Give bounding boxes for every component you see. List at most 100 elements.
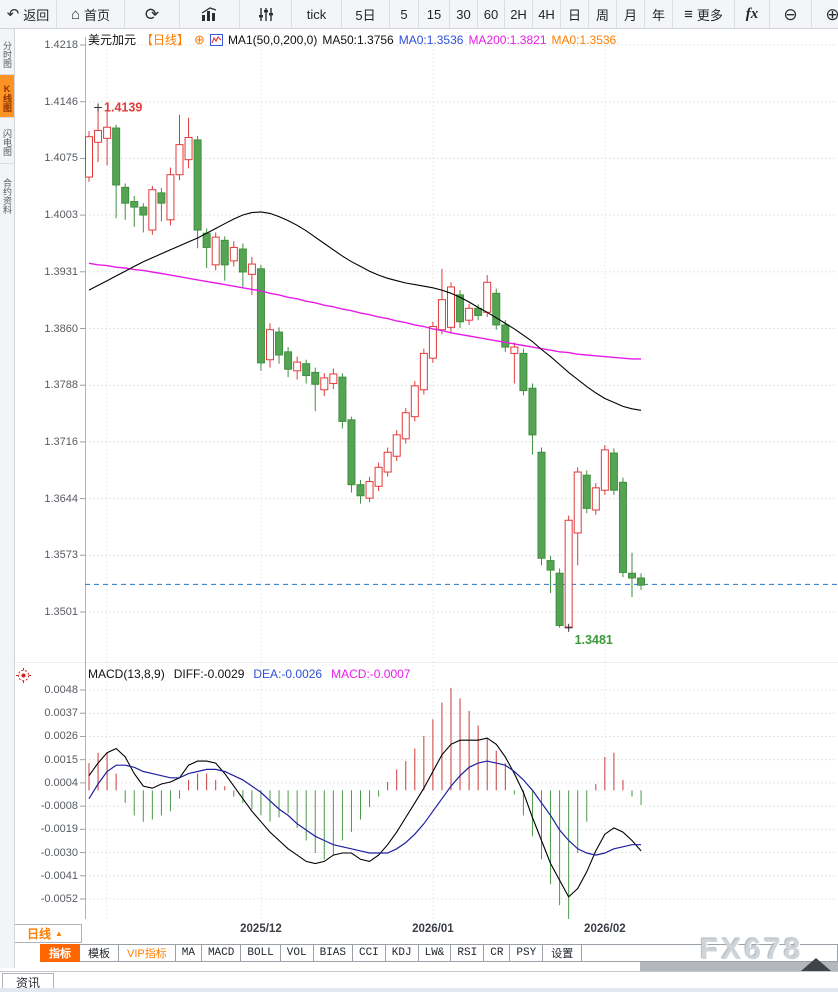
back-icon: ↶ — [6, 5, 20, 23]
candle-body — [211, 236, 220, 266]
more-button[interactable]: ≡ 更多 — [673, 0, 735, 28]
price-chart-header: 美元加元 【日线】 ⊕ MA1(50,0,200,0) MA50:1.3756 … — [88, 31, 616, 48]
y-axis-label: 1.3788 — [44, 379, 78, 392]
zoom-in-icon: ⊕ — [825, 4, 838, 24]
horizontal-scrollbar[interactable] — [640, 962, 838, 971]
tab-cci[interactable]: CCI — [352, 944, 386, 962]
tab-label: VOL — [286, 947, 307, 959]
y-axis-label: -0.0019 — [40, 823, 78, 836]
expand-panel-arrow-icon[interactable] — [801, 958, 831, 971]
candle-body — [256, 268, 265, 364]
bottom-strip — [0, 988, 838, 992]
interval-15-button[interactable]: 15 — [419, 0, 450, 28]
y-axis-label: -0.0052 — [40, 893, 78, 905]
tab-lw[interactable]: LW& — [418, 944, 452, 962]
interval-label: 60 — [483, 6, 499, 22]
interval-30-button[interactable]: 30 — [450, 0, 478, 28]
news-tab-label: 资讯 — [15, 975, 40, 990]
y-axis-label: 1.3573 — [44, 549, 78, 562]
tab-label: BIAS — [319, 947, 346, 959]
candle-body — [157, 192, 166, 204]
sidebar-item-timeshare[interactable]: 分时图 — [0, 31, 14, 74]
tab-psy[interactable]: PSY — [510, 944, 544, 962]
zoom-out-button[interactable]: ⊖ — [770, 0, 812, 28]
y-axis-label: -0.0008 — [40, 800, 78, 813]
home-button[interactable]: ⌂ 首页 — [57, 0, 125, 28]
candle-body — [555, 572, 564, 626]
sidebar-item-kline[interactable]: K线图 — [0, 74, 14, 117]
candle-body — [591, 487, 600, 511]
tab-boll[interactable]: BOLL — [241, 944, 281, 962]
interval-60-button[interactable]: 60 — [478, 0, 505, 28]
tab-label: MA — [181, 947, 195, 959]
tab-label: PSY — [516, 947, 537, 959]
fx-icon: fx — [745, 5, 759, 22]
tab-vol[interactable]: VOL — [280, 944, 314, 962]
interval-5-button[interactable]: 5 — [390, 0, 419, 28]
candle-body — [501, 324, 510, 348]
zoom-in-button[interactable]: ⊕ — [812, 0, 838, 28]
period-selector-button[interactable]: 日线 ▲ — [8, 924, 82, 943]
tab-label: RSI — [457, 947, 478, 959]
tab-cr[interactable]: CR — [484, 944, 511, 962]
interval-tick-button[interactable]: tick — [292, 0, 342, 28]
home-icon: ⌂ — [70, 5, 81, 23]
ma200-value: MA200:1.3821 — [468, 32, 547, 47]
bar-chart-type-button[interactable] — [180, 0, 240, 28]
tab-rsi[interactable]: RSI — [451, 944, 485, 962]
kline-style-button[interactable] — [240, 0, 292, 28]
tab-template[interactable]: 模板 — [80, 944, 119, 962]
mini-chart-icon[interactable] — [209, 33, 223, 46]
news-row: 资讯 — [0, 971, 838, 991]
formula-button[interactable]: fx — [735, 0, 770, 28]
indicator-settings-icon[interactable] — [16, 668, 31, 688]
tab-label: BOLL — [247, 947, 274, 959]
interval-4h-button[interactable]: 4H — [533, 0, 561, 28]
y-axis-label: 0.0004 — [44, 776, 78, 789]
candle-body — [121, 186, 130, 204]
sidebar-item-label: K线图 — [2, 83, 12, 112]
tab-indicator[interactable]: 指标 — [40, 944, 80, 962]
tab-ma[interactable]: MA — [175, 944, 202, 962]
tab-bias[interactable]: BIAS — [313, 944, 353, 962]
tab-label: 设置 — [551, 948, 574, 960]
candle-body — [628, 572, 636, 579]
home-label: 首页 — [84, 7, 111, 23]
candle-body — [193, 139, 202, 231]
tab-label: KDJ — [391, 947, 412, 959]
tab-kdj[interactable]: KDJ — [385, 944, 419, 962]
interval-day-button[interactable]: 日 — [561, 0, 589, 28]
interval-5d-button[interactable]: 5日 — [342, 0, 390, 28]
candle-body — [600, 449, 609, 491]
add-indicator-icon[interactable]: ⊕ — [194, 32, 205, 47]
candle-body — [392, 434, 401, 457]
interval-month-button[interactable]: 月 — [617, 0, 645, 28]
price-chart-canvas[interactable]: 1.4139 1.3481 — [0, 0, 838, 945]
back-button[interactable]: ↶ 返回 — [0, 0, 57, 28]
sidebar-item-lightning[interactable]: 闪电图 — [0, 117, 14, 163]
tab-label: 模板 — [88, 948, 110, 960]
tab-vip-indicator[interactable]: VIP指标 — [119, 944, 176, 962]
tab-macd[interactable]: MACD — [201, 944, 242, 962]
refresh-button[interactable]: ⟳ — [125, 0, 180, 28]
sidebar-item-contract-info[interactable]: 合约资料 — [0, 163, 14, 225]
tab-settings[interactable]: 设置 — [543, 944, 583, 962]
candle-body — [139, 206, 148, 216]
interval-label: 周 — [595, 7, 609, 23]
candle-body — [474, 307, 483, 316]
interval-week-button[interactable]: 周 — [589, 0, 617, 28]
refresh-icon: ⟳ — [144, 4, 160, 24]
candle-body — [356, 484, 365, 497]
ma50-line — [88, 211, 642, 411]
y-axis-label: 1.3501 — [44, 606, 78, 618]
candle-body — [275, 331, 284, 356]
macd-dea-line — [88, 760, 642, 856]
y-axis-label: 1.3860 — [44, 322, 78, 335]
interval-label: 2H — [510, 6, 527, 22]
y-axis-label: 1.3644 — [44, 492, 78, 505]
interval-2h-button[interactable]: 2H — [505, 0, 533, 28]
candle-sliders-icon — [258, 7, 273, 21]
interval-year-button[interactable]: 年 — [645, 0, 673, 28]
candle-body — [483, 281, 492, 313]
ma50-value: MA50:1.3756 — [322, 32, 394, 47]
